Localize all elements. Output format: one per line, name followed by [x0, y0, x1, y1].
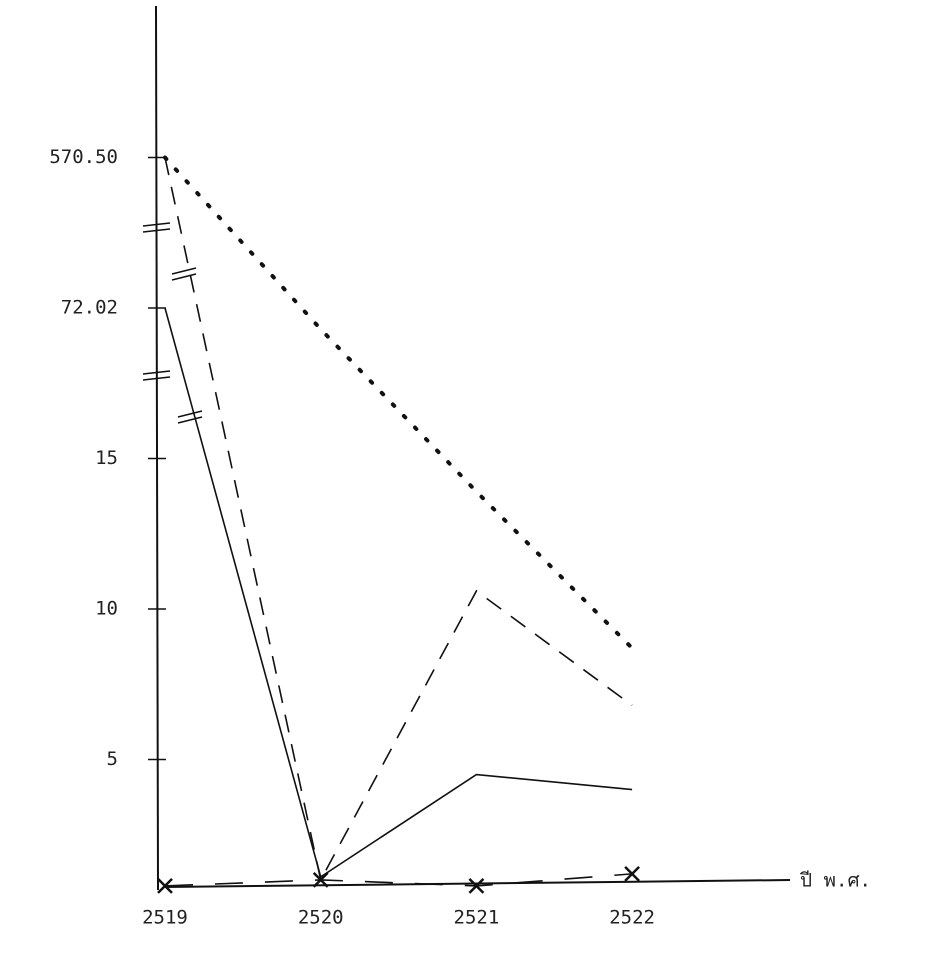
- x-tick-label: 2520: [298, 907, 344, 929]
- x-axis-label: ปี พ.ศ.: [799, 870, 871, 892]
- x-tick-label: 2522: [609, 907, 655, 929]
- y-tick-label: 570.50: [49, 146, 118, 168]
- y-axis: [156, 6, 158, 890]
- axis-break-marks: [143, 223, 202, 423]
- x-tick-label: 2521: [454, 907, 500, 929]
- y-tick-label: 72.02: [61, 297, 118, 319]
- y-tick-label: 10: [95, 598, 118, 620]
- y-tick-label: 5: [107, 748, 118, 770]
- series-line: [165, 158, 632, 649]
- series-line: [165, 308, 632, 877]
- y-tick-label: 15: [95, 447, 118, 469]
- chart: ปี พ.ศ. 5 10 15 72.02 570.50 2519 2520 2521 2522: [0, 0, 928, 956]
- series-line: [165, 158, 632, 880]
- x-tick-label: 2519: [142, 907, 188, 929]
